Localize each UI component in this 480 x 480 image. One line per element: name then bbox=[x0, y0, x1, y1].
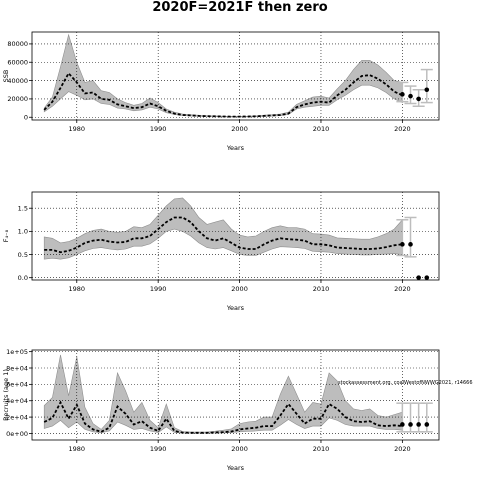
projection-point bbox=[416, 422, 421, 427]
series-line bbox=[44, 216, 403, 254]
y-tick-label: 20000 bbox=[7, 95, 28, 103]
projection-point bbox=[400, 92, 405, 97]
y-tick-label: 1.5 bbox=[18, 205, 28, 213]
y-tick-label: 2e+04 bbox=[6, 413, 28, 421]
annotation-text: stockassessment.org, coalWestofNWWG2021,… bbox=[338, 380, 473, 386]
x-tick-label: 2020 bbox=[394, 445, 411, 453]
projection-point bbox=[424, 422, 430, 427]
y-tick-label: 0 bbox=[24, 114, 28, 122]
x-tick-label: 1990 bbox=[150, 285, 167, 293]
y-tick-label: 0.0 bbox=[18, 274, 28, 282]
projection-point bbox=[424, 87, 430, 93]
x-tick-label: 2020 bbox=[394, 285, 411, 293]
axes-frame bbox=[31, 31, 440, 121]
projection-point bbox=[408, 93, 413, 99]
x-axis-label: Years bbox=[226, 144, 245, 152]
projection-point bbox=[424, 275, 430, 280]
x-tick-label: 1980 bbox=[68, 445, 85, 453]
x-axis-label: Years bbox=[226, 464, 245, 472]
projection-point bbox=[400, 422, 405, 427]
panel-3: 1980 1990 2000 2010 2020 0e+00 2e+04 4e+04 6e+04… bbox=[2, 348, 473, 472]
x-tick-label: 2010 bbox=[313, 285, 330, 293]
x-tick-label: 1990 bbox=[150, 125, 167, 133]
y-tick-label: 60000 bbox=[7, 59, 28, 67]
y-tick-label: 6e+04 bbox=[6, 381, 28, 389]
y-tick-label: 8e+04 bbox=[6, 364, 28, 372]
x-tick-label: 2010 bbox=[313, 125, 330, 133]
panel-1: 1980 1990 2000 2010 2020 0 20000 40000 60000 8000… bbox=[2, 31, 440, 152]
y-tick-label: 4e+04 bbox=[6, 397, 28, 405]
y-tick-label: 40000 bbox=[7, 77, 28, 85]
x-axis-label: Years bbox=[226, 304, 245, 312]
chart-title: 2020F=2021F then zero bbox=[152, 0, 328, 15]
projection-point bbox=[408, 422, 413, 427]
y-axis-label: SSB bbox=[2, 70, 10, 83]
y-tick-label: 0.5 bbox=[18, 251, 28, 259]
confidence-band bbox=[43, 33, 403, 118]
x-tick-label: 1980 bbox=[68, 285, 85, 293]
y-tick-label: 80000 bbox=[7, 40, 28, 48]
panel-2: 1980 1990 2000 2010 2020 0.0 0.5 1.0 1.5 Years F₄₋… bbox=[2, 191, 440, 312]
x-tick-label: 2000 bbox=[231, 445, 248, 453]
x-tick-label: 2010 bbox=[313, 445, 330, 453]
x-tick-label: 1980 bbox=[68, 125, 85, 133]
y-tick-label: 1.0 bbox=[18, 228, 28, 236]
y-axis-label: Recruits (age 1) bbox=[2, 369, 10, 421]
projection-point bbox=[416, 275, 421, 280]
projection-point bbox=[400, 242, 405, 247]
y-tick-label: 1e+05 bbox=[6, 348, 28, 356]
projection-point bbox=[416, 96, 421, 102]
x-tick-label: 1990 bbox=[150, 445, 167, 453]
series-line bbox=[43, 71, 403, 118]
x-tick-label: 2000 bbox=[231, 125, 248, 133]
x-tick-label: 2000 bbox=[231, 285, 248, 293]
series-line bbox=[43, 400, 403, 434]
confidence-band bbox=[43, 197, 403, 260]
y-axis-label: F₄₋₈ bbox=[2, 229, 10, 242]
y-tick-label: 0e+00 bbox=[6, 430, 28, 438]
axes-frame bbox=[31, 191, 440, 281]
x-tick-label: 2020 bbox=[394, 125, 411, 133]
projection-point bbox=[408, 242, 413, 247]
axes-frame bbox=[31, 349, 440, 441]
confidence-band bbox=[43, 354, 403, 434]
